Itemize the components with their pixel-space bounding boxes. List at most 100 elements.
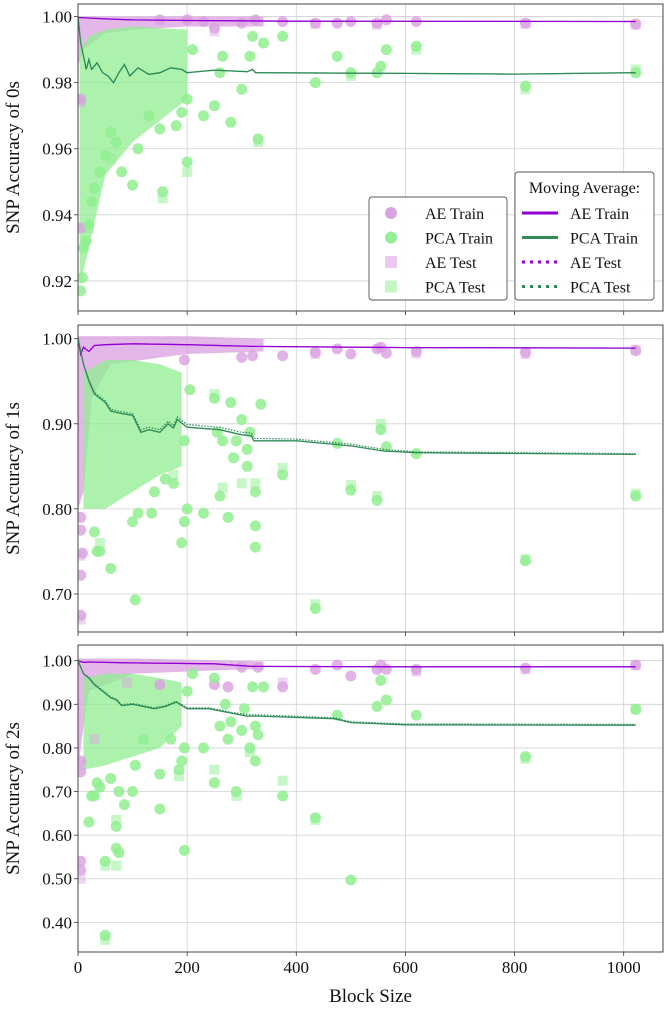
legend-item: PCA Train — [385, 231, 493, 248]
y-tick-label: 0.90 — [42, 695, 72, 714]
legend-label: PCA Train — [570, 231, 638, 248]
pca-train-point — [375, 674, 387, 686]
legend-item: AE Train — [385, 206, 484, 223]
ae-train-point — [380, 347, 392, 359]
ae-train-point — [519, 17, 531, 29]
pca-train-point — [225, 716, 237, 728]
pca-train-point — [208, 672, 220, 684]
pca-train-point — [380, 44, 392, 56]
pca-train-point — [244, 742, 256, 754]
pca-train-point — [105, 126, 117, 138]
ae-train-point — [331, 659, 343, 671]
pca-train-point — [99, 855, 111, 867]
pca-test-point — [173, 771, 184, 782]
pca-train-point — [345, 484, 357, 496]
y-axis-label: SNP Accuracy of 2s — [3, 722, 24, 875]
ae-train-point — [78, 93, 87, 105]
pca-test-point — [111, 814, 122, 825]
pca-train-point — [410, 40, 422, 52]
ae-train-point — [249, 14, 261, 26]
pca-test-point — [277, 775, 288, 786]
pca-train-point — [236, 724, 248, 736]
pca-train-point — [519, 751, 531, 763]
ae-train-point — [236, 661, 248, 673]
pca-train-point — [375, 60, 387, 72]
ae-train-point — [198, 16, 210, 28]
pca-train-point — [94, 781, 106, 793]
ae-train-point — [236, 351, 248, 363]
legend-item: PCA Train — [522, 231, 638, 248]
pca-train-point — [258, 37, 270, 49]
pca-test-point — [111, 860, 122, 871]
ae-train-point — [252, 661, 264, 673]
pca-train-point — [83, 816, 95, 828]
pca-train-point — [78, 272, 88, 284]
ae-train-point — [630, 659, 642, 671]
pca-train-point — [630, 704, 642, 716]
pca-train-point — [146, 507, 158, 519]
pca-train-point — [225, 397, 237, 409]
pca-train-point — [105, 772, 117, 784]
pca-test-point — [277, 463, 288, 474]
pca-train-point — [198, 110, 210, 122]
y-tick-label: 0.40 — [42, 913, 72, 932]
pca-train-point — [148, 486, 160, 498]
axes-frame — [77, 3, 664, 312]
axes-frame — [77, 324, 664, 633]
ae-train-point — [247, 350, 259, 362]
pca-train-point — [178, 844, 190, 856]
ae-train-moving-average-line — [78, 660, 636, 668]
y-axis-label: SNP Accuracy of 0s — [3, 81, 24, 234]
pca-train-point — [244, 50, 256, 62]
y-tick-label: 0.70 — [42, 783, 72, 802]
legend-item: PCA Test — [385, 280, 486, 297]
y-tick-label: 0.90 — [42, 415, 72, 434]
pca-dense-point-cloud — [79, 26, 188, 288]
pca-test-point — [209, 764, 220, 775]
pca-train-point — [143, 110, 155, 122]
x-tick-label: 1000 — [607, 958, 641, 977]
ae-train-point — [371, 17, 383, 29]
pca-train-point — [249, 755, 261, 767]
pca-train-point — [236, 414, 248, 426]
ae-train-point — [410, 345, 422, 357]
y-tick-label: 0.94 — [42, 206, 72, 225]
pca-train-point — [129, 594, 141, 606]
ae-train-moving-average-line — [78, 16, 636, 23]
ae-train-point — [78, 766, 87, 778]
pca-train-point — [178, 435, 190, 447]
pca-train-point — [181, 93, 193, 105]
pca-train-point — [371, 494, 383, 506]
pca-train-point — [127, 516, 139, 528]
pca-train-point — [252, 729, 264, 741]
pca-train-point — [176, 755, 188, 767]
pca-train-point — [222, 511, 234, 523]
axes-frame — [77, 644, 664, 953]
ae-train-point — [309, 346, 321, 358]
y-tick-label: 1.00 — [42, 652, 72, 671]
pca-train-point — [113, 786, 125, 798]
pca-train-point — [252, 133, 264, 145]
legend-markers: AE Train PCA Train AE Test PCA Test — [368, 196, 508, 301]
pca-train-moving-average-line — [78, 16, 636, 84]
pca-train-point — [238, 703, 250, 715]
pca-train-point — [236, 83, 248, 95]
y-tick-label: 0.92 — [42, 272, 72, 291]
ae-train-point — [78, 864, 87, 876]
ae-train-point — [309, 663, 321, 675]
ae-train-point — [345, 348, 357, 360]
pca-train-point — [249, 541, 261, 553]
pca-test-point — [236, 478, 247, 489]
legend-square-marker-icon — [385, 256, 397, 268]
pca-test-point — [94, 537, 105, 548]
legend-label: PCA Test — [425, 280, 486, 297]
pca-train-point — [78, 285, 87, 297]
ae-train-moving-average-line — [78, 338, 636, 357]
pca-train-point — [176, 537, 188, 549]
ae-train-point — [78, 755, 87, 767]
pca-train-point — [88, 526, 100, 538]
pca-train-point — [198, 742, 210, 754]
pca-train-point — [331, 437, 343, 449]
pca-train-point — [127, 179, 139, 191]
